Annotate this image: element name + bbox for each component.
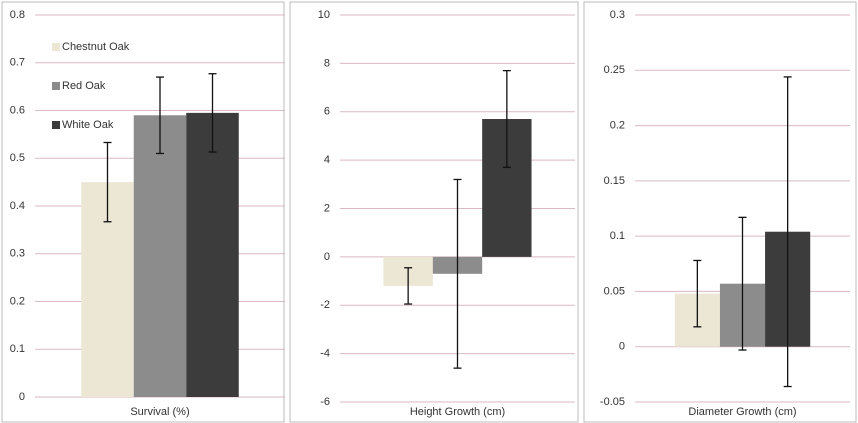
y-tick-label: 6 bbox=[324, 106, 330, 118]
bar bbox=[186, 112, 239, 397]
y-tick-label: -0.05 bbox=[600, 396, 625, 408]
y-tick-label: 8 bbox=[324, 57, 330, 69]
y-tick-label: 0.1 bbox=[610, 230, 625, 242]
y-tick-label: -2 bbox=[320, 299, 330, 311]
y-tick-label: 4 bbox=[324, 154, 330, 166]
y-tick-label: 0.5 bbox=[10, 152, 25, 164]
x-axis-label: Height Growth (cm) bbox=[410, 406, 505, 418]
y-tick-label: 10 bbox=[318, 9, 330, 21]
panel-border bbox=[289, 1, 579, 423]
y-tick-label: 0.4 bbox=[10, 200, 25, 212]
panel-border bbox=[1, 1, 285, 423]
y-tick-label: 0.7 bbox=[10, 57, 25, 69]
y-tick-label: 0.6 bbox=[10, 104, 25, 116]
y-tick-label: 0 bbox=[619, 341, 625, 353]
y-tick-label: 2 bbox=[324, 202, 330, 214]
y-tick-label: 0.2 bbox=[610, 119, 625, 131]
y-tick-label: 0.2 bbox=[10, 295, 25, 307]
y-tick-label: 0.25 bbox=[604, 64, 625, 76]
legend-swatch bbox=[52, 121, 60, 129]
x-axis-label: Diameter Growth (cm) bbox=[688, 406, 796, 418]
panel-border bbox=[583, 1, 857, 423]
legend-swatch bbox=[52, 43, 60, 51]
y-tick-label: 0.8 bbox=[10, 9, 25, 21]
x-axis-label: Survival (%) bbox=[130, 406, 189, 418]
y-tick-label: 0.3 bbox=[610, 9, 625, 21]
y-tick-label: 0 bbox=[324, 251, 330, 263]
y-tick-label: 0.15 bbox=[604, 175, 625, 187]
bar bbox=[133, 115, 187, 398]
y-tick-label: -6 bbox=[320, 396, 330, 408]
legend-label: Red Oak bbox=[62, 80, 106, 92]
y-tick-label: 0.05 bbox=[604, 285, 625, 297]
y-tick-label: 0.3 bbox=[10, 248, 25, 260]
legend-swatch bbox=[52, 82, 60, 90]
legend-label: Chestnut Oak bbox=[62, 41, 130, 53]
y-tick-label: 0 bbox=[19, 391, 25, 403]
y-tick-label: -4 bbox=[320, 348, 330, 360]
legend-label: White Oak bbox=[62, 119, 114, 131]
y-tick-label: 0.1 bbox=[10, 343, 25, 355]
